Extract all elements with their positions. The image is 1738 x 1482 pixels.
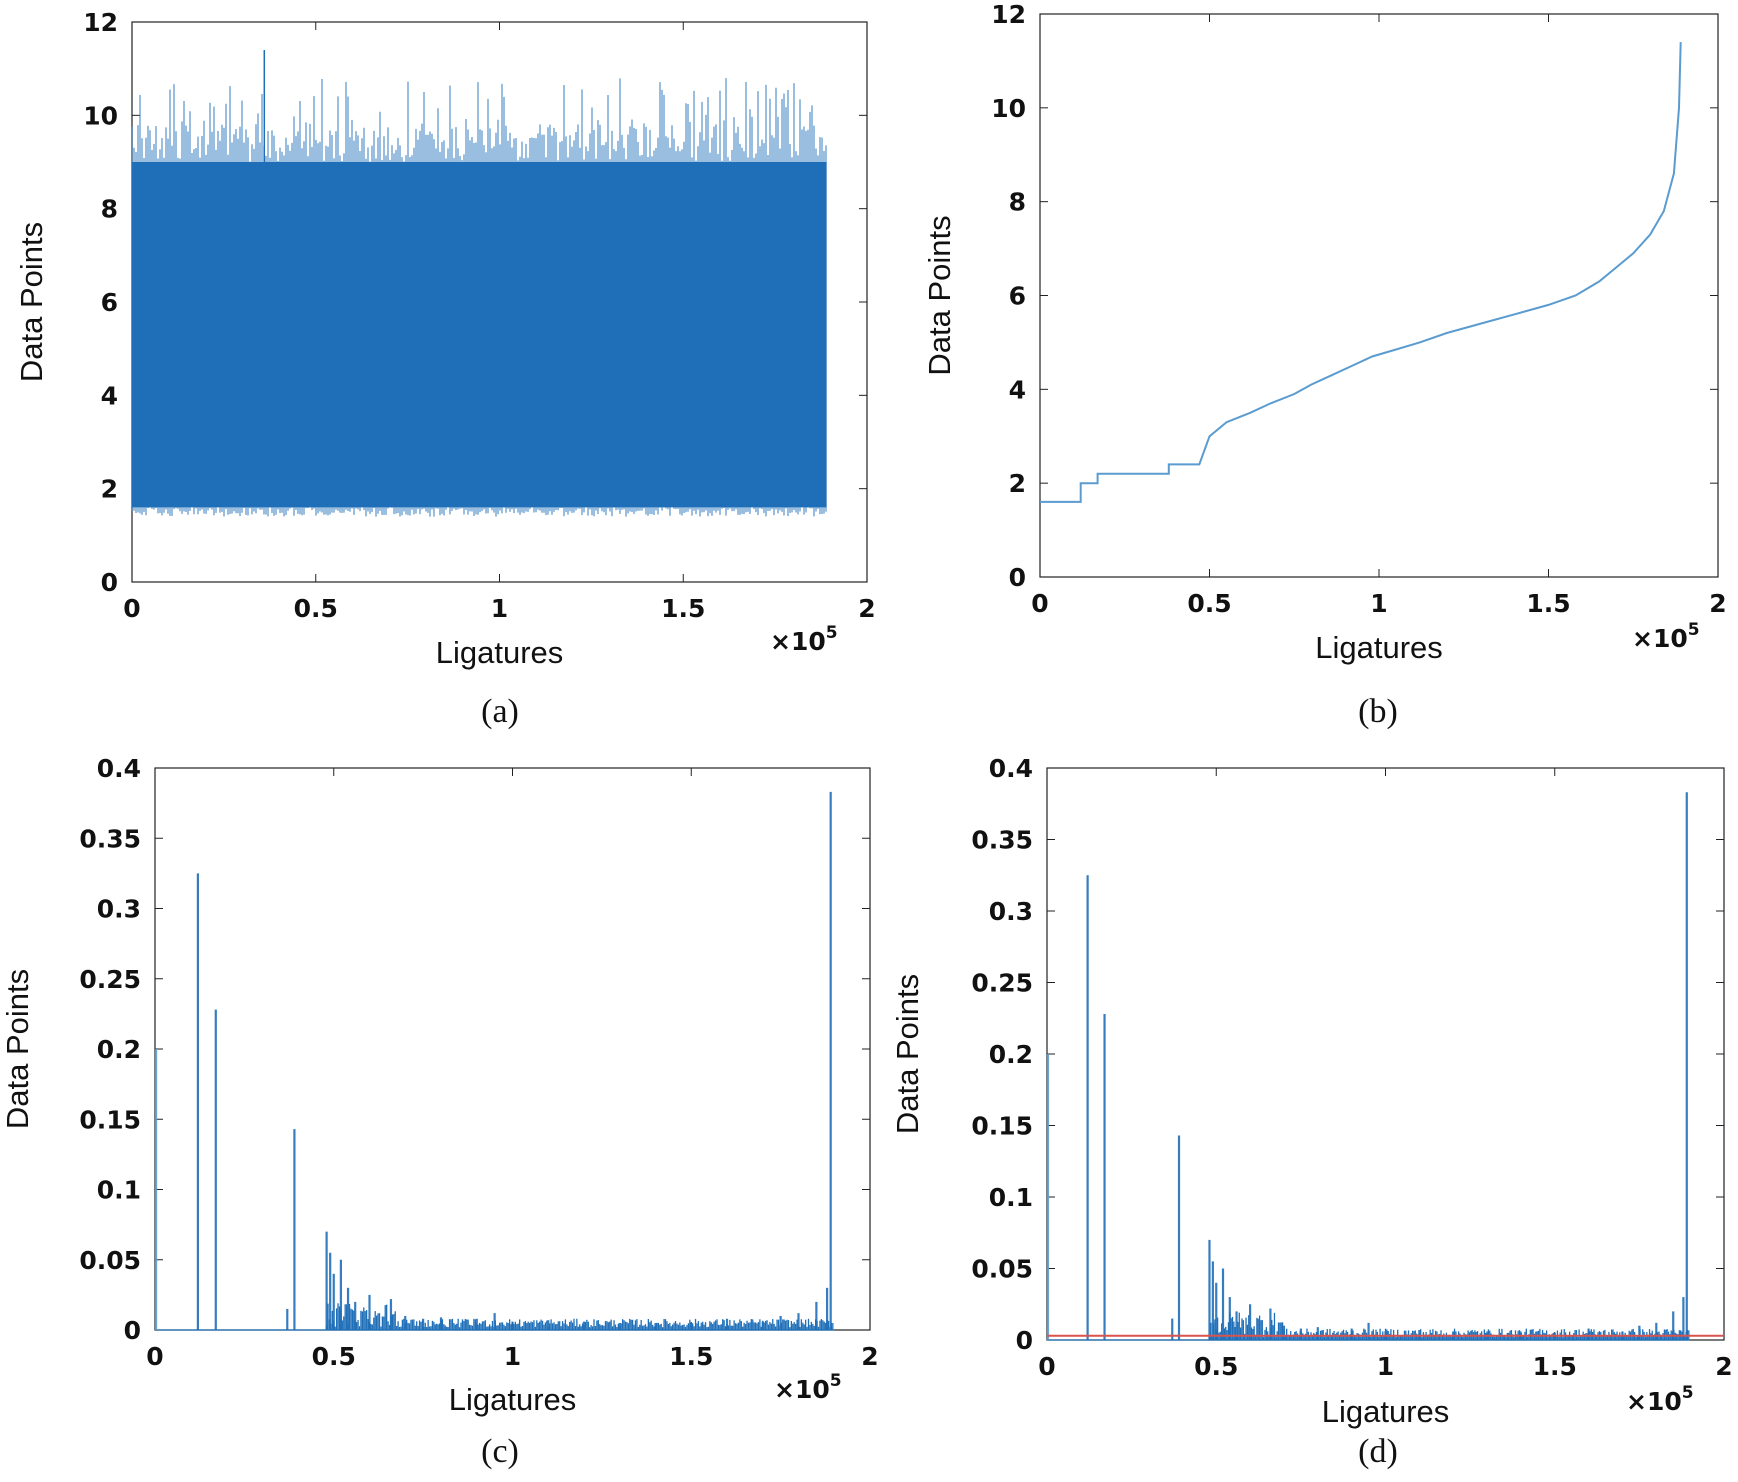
y-tick-label: 0.1: [97, 1176, 141, 1205]
x-multiplier-exponent: 5: [1682, 1383, 1694, 1403]
panel-a: 0 0.5 1 1.5 2 0 2 4 6 8 10 12 Ligatures Data Points ×1…: [14, 8, 876, 730]
y-tick-label: 0.2: [989, 1040, 1033, 1069]
x-tick-label: 1: [1370, 589, 1387, 618]
panel-caption: (a): [481, 693, 519, 730]
x-tick-label: 1: [1377, 1352, 1394, 1381]
y-tick-label: 0: [101, 568, 118, 597]
x-tick-label: 1.5: [1526, 589, 1570, 618]
y-tick-label: 0.15: [971, 1112, 1033, 1141]
x-tick-label: 1.5: [1533, 1352, 1577, 1381]
y-tick-label: 0.4: [989, 754, 1033, 783]
x-multiplier-exponent: 5: [826, 623, 838, 643]
y-tick-label: 0.35: [971, 826, 1033, 855]
x-axis-label: Ligatures: [1322, 1394, 1450, 1429]
x-tick-label: 1.5: [669, 1342, 713, 1371]
x-multiplier-base: ×10: [1626, 1387, 1682, 1416]
y-tick-label: 0.25: [79, 965, 141, 994]
x-axis-label: Ligatures: [436, 635, 564, 670]
y-tick-label: 10: [991, 94, 1026, 123]
y-tick-label: 0.3: [989, 897, 1033, 926]
y-tick-label: 4: [1009, 375, 1026, 404]
y-tick-label: 4: [101, 381, 118, 410]
x-axis-label: Ligatures: [449, 1382, 577, 1417]
panel-c: 0 0.5 1 1.5 2 0 0.05 0.1 0.15 0.2 0.25 0.3 0.35 0.4 Li…: [0, 754, 879, 1470]
y-tick-label: 0.1: [989, 1183, 1033, 1212]
y-tick-label: 0: [1009, 563, 1026, 592]
panel-b: 0 0.5 1 1.5 2 0 2 4 6 8 10 12 Ligatures Data Points ×1…: [922, 0, 1727, 730]
x-tick-label: 1.5: [661, 594, 705, 623]
x-multiplier-exponent: 5: [830, 1371, 842, 1391]
sorted-line: [1040, 42, 1682, 503]
x-multiplier-base: ×10: [770, 627, 826, 656]
y-axis-label: Data Points: [14, 222, 49, 382]
panel-caption: (d): [1358, 1433, 1398, 1470]
x-multiplier: ×105: [1626, 1383, 1694, 1416]
y-tick-label: 6: [101, 288, 118, 317]
y-axis-label: Data Points: [0, 969, 35, 1129]
x-tick-label: 0: [123, 594, 140, 623]
y-tick-label: 12: [991, 0, 1026, 29]
panel-caption: (c): [481, 1433, 519, 1470]
x-tick-label: 0: [1038, 1352, 1055, 1381]
panel-caption: (b): [1358, 693, 1398, 730]
x-tick-label: 0.5: [1187, 589, 1231, 618]
y-axis-label: Data Points: [890, 974, 925, 1134]
x-axis-label: Ligatures: [1315, 630, 1443, 665]
y-tick-label: 0: [1016, 1326, 1033, 1355]
y-tick-label: 12: [83, 8, 118, 37]
y-axis-label: Data Points: [922, 215, 957, 375]
y-tick-label: 0.05: [79, 1246, 141, 1275]
y-tick-label: 0.35: [79, 824, 141, 853]
y-tick-label: 0.05: [971, 1255, 1033, 1284]
x-multiplier-exponent: 5: [1688, 620, 1700, 640]
x-multiplier: ×105: [774, 1371, 842, 1404]
x-tick-label: 2: [858, 594, 875, 623]
x-tick-label: 0.5: [294, 594, 338, 623]
y-tick-label: 8: [1009, 188, 1026, 217]
y-tick-label: 6: [1009, 282, 1026, 311]
y-tick-label: 0.25: [971, 969, 1033, 998]
x-multiplier-base: ×10: [1632, 624, 1688, 653]
y-tick-label: 0: [124, 1316, 141, 1345]
y-tick-label: 10: [83, 101, 118, 130]
x-tick-label: 0: [146, 1342, 163, 1371]
y-tick-label: 2: [1009, 469, 1026, 498]
y-tick-label: 2: [101, 475, 118, 504]
y-tick-label: 0.3: [97, 895, 141, 924]
y-tick-label: 0.4: [97, 754, 141, 783]
x-tick-label: 0: [1031, 589, 1048, 618]
y-tick-label: 0.15: [79, 1105, 141, 1134]
x-tick-label: 0.5: [312, 1342, 356, 1371]
x-multiplier-base: ×10: [774, 1375, 830, 1404]
x-tick-label: 1: [504, 1342, 521, 1371]
x-tick-label: 2: [1715, 1352, 1732, 1381]
x-multiplier: ×105: [1632, 620, 1700, 653]
y-tick-label: 0.2: [97, 1035, 141, 1064]
x-multiplier: ×105: [770, 623, 838, 656]
y-tick-label: 8: [101, 195, 118, 224]
x-tick-label: 2: [1709, 589, 1726, 618]
panel-d: 0 0.5 1 1.5 2 0 0.05 0.1 0.15 0.2 0.25 0.3 0.35 0.4 Li…: [890, 754, 1733, 1470]
x-tick-label: 2: [861, 1342, 878, 1371]
x-tick-label: 1: [491, 594, 508, 623]
x-tick-label: 0.5: [1194, 1352, 1238, 1381]
